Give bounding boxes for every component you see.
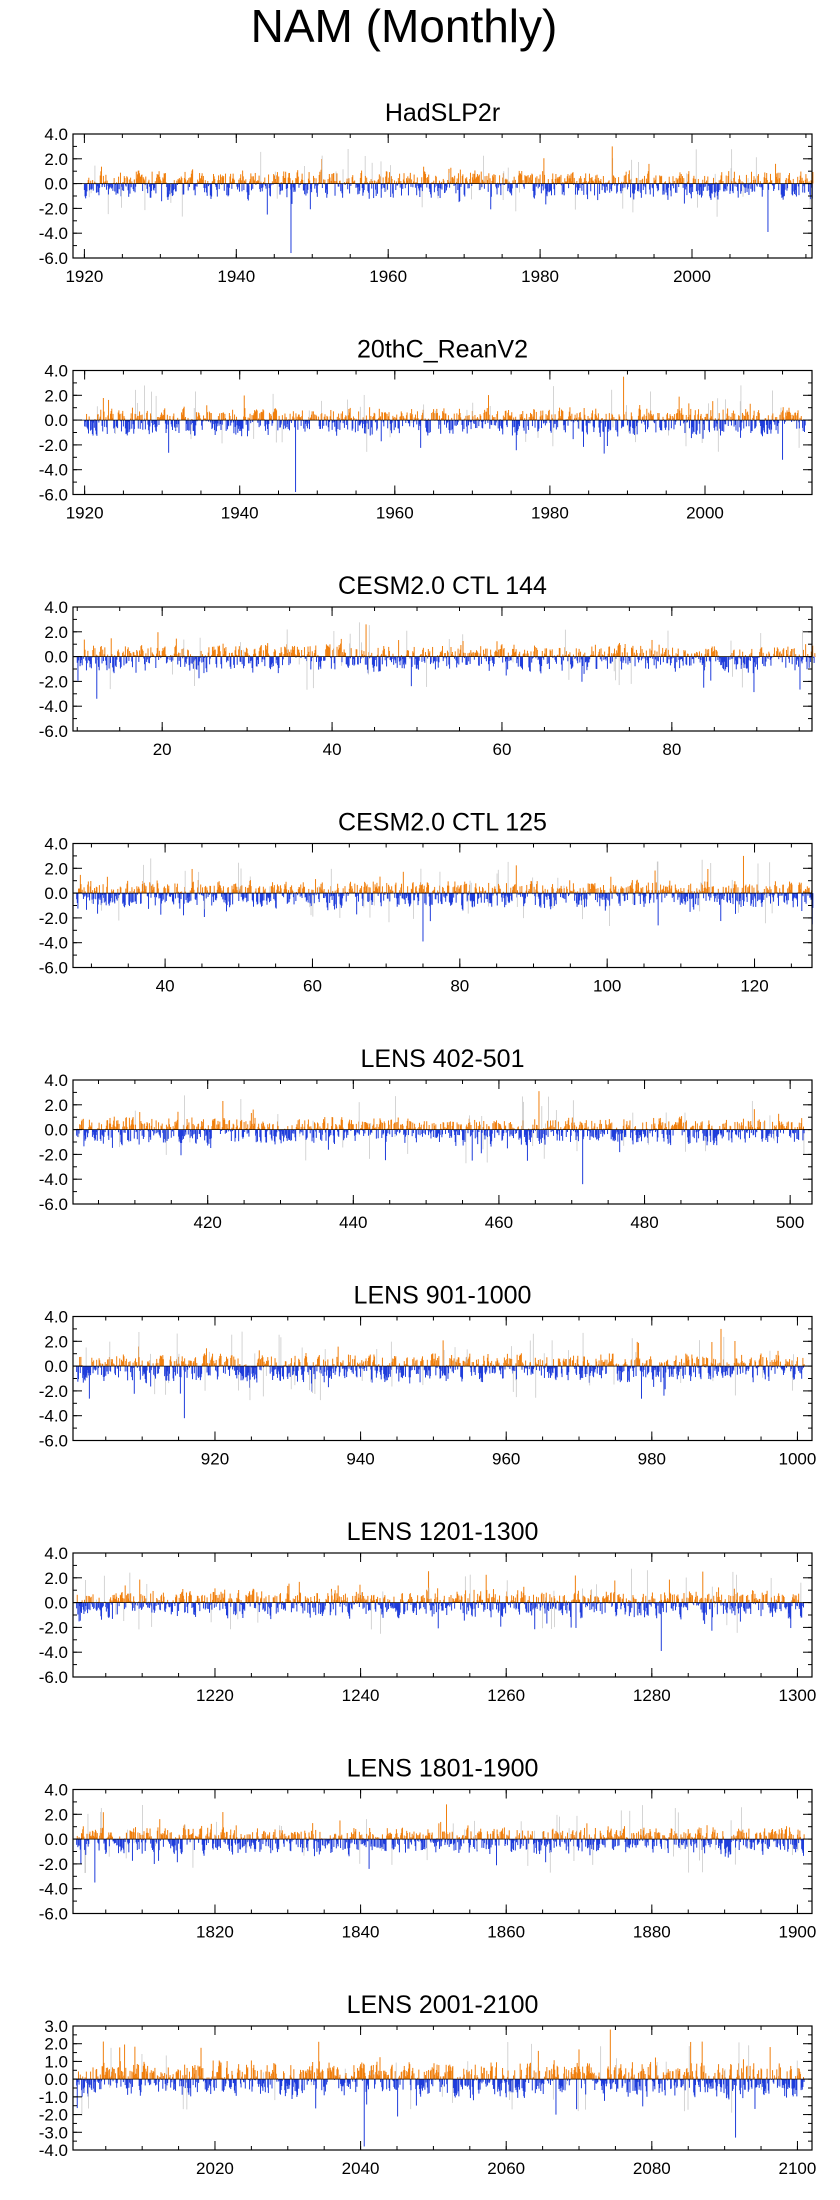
x-tick-label: 1960 [376, 504, 414, 523]
y-tick-label: 2.0 [44, 386, 68, 405]
figure-title: NAM (Monthly) [251, 0, 558, 52]
monthly-bars [83, 146, 814, 254]
y-tick-label: -6.0 [39, 486, 68, 505]
x-tick-label: 1920 [65, 267, 103, 286]
y-tick-label: 0.0 [44, 648, 68, 667]
plot-frame [72, 369, 813, 496]
monthly-bars [84, 376, 806, 493]
plot-frame [72, 606, 813, 732]
x-tick-label: 1940 [221, 504, 259, 523]
y-tick-label: 2.0 [44, 623, 68, 642]
x-tick-label: 1980 [531, 504, 569, 523]
monthly-bars [76, 855, 814, 942]
y-tick-label: -6.0 [39, 249, 68, 268]
panel-title: HadSLP2r [385, 99, 500, 127]
y-tick-label: -2.0 [39, 436, 68, 455]
y-tick-label: -6.0 [39, 722, 68, 741]
x-tick-label: 1980 [521, 267, 559, 286]
y-tick-label: 0.0 [44, 175, 68, 194]
x-tick-label: 1920 [66, 504, 104, 523]
x-tick-label: 60 [492, 740, 511, 759]
x-tick-label: 1940 [217, 267, 255, 286]
x-tick-label: 2000 [686, 504, 724, 523]
y-tick-label: 4.0 [44, 125, 68, 144]
x-tick-label: 20 [153, 740, 172, 759]
x-tick-label: 80 [662, 740, 681, 759]
panel-title: CESM2.0 CTL 144 [338, 572, 547, 600]
y-tick-label: -4.0 [39, 461, 68, 480]
y-tick-label: -2.0 [39, 199, 68, 218]
y-tick-label: 4.0 [44, 598, 68, 617]
panel-title: 20thC_ReanV2 [357, 336, 528, 364]
x-tick-label: 40 [323, 740, 342, 759]
monthly-bars [76, 622, 817, 699]
y-tick-label: 0.0 [44, 411, 68, 430]
chart-panel: CESM2.0 CTL 144 4.0 2.0 0.0 -2.0 -4.0 -6.0 20 40… [39, 572, 817, 759]
x-tick-label: 1960 [369, 267, 407, 286]
y-tick-label: -4.0 [39, 697, 68, 716]
y-tick-label: 2.0 [44, 150, 68, 169]
panel-title: CESM2.0 CTL 125 [338, 809, 547, 837]
x-tick-label: 2000 [673, 267, 711, 286]
y-tick-label: 4.0 [44, 362, 68, 381]
y-tick-label: -2.0 [39, 672, 68, 691]
y-tick-label: -4.0 [39, 224, 68, 243]
